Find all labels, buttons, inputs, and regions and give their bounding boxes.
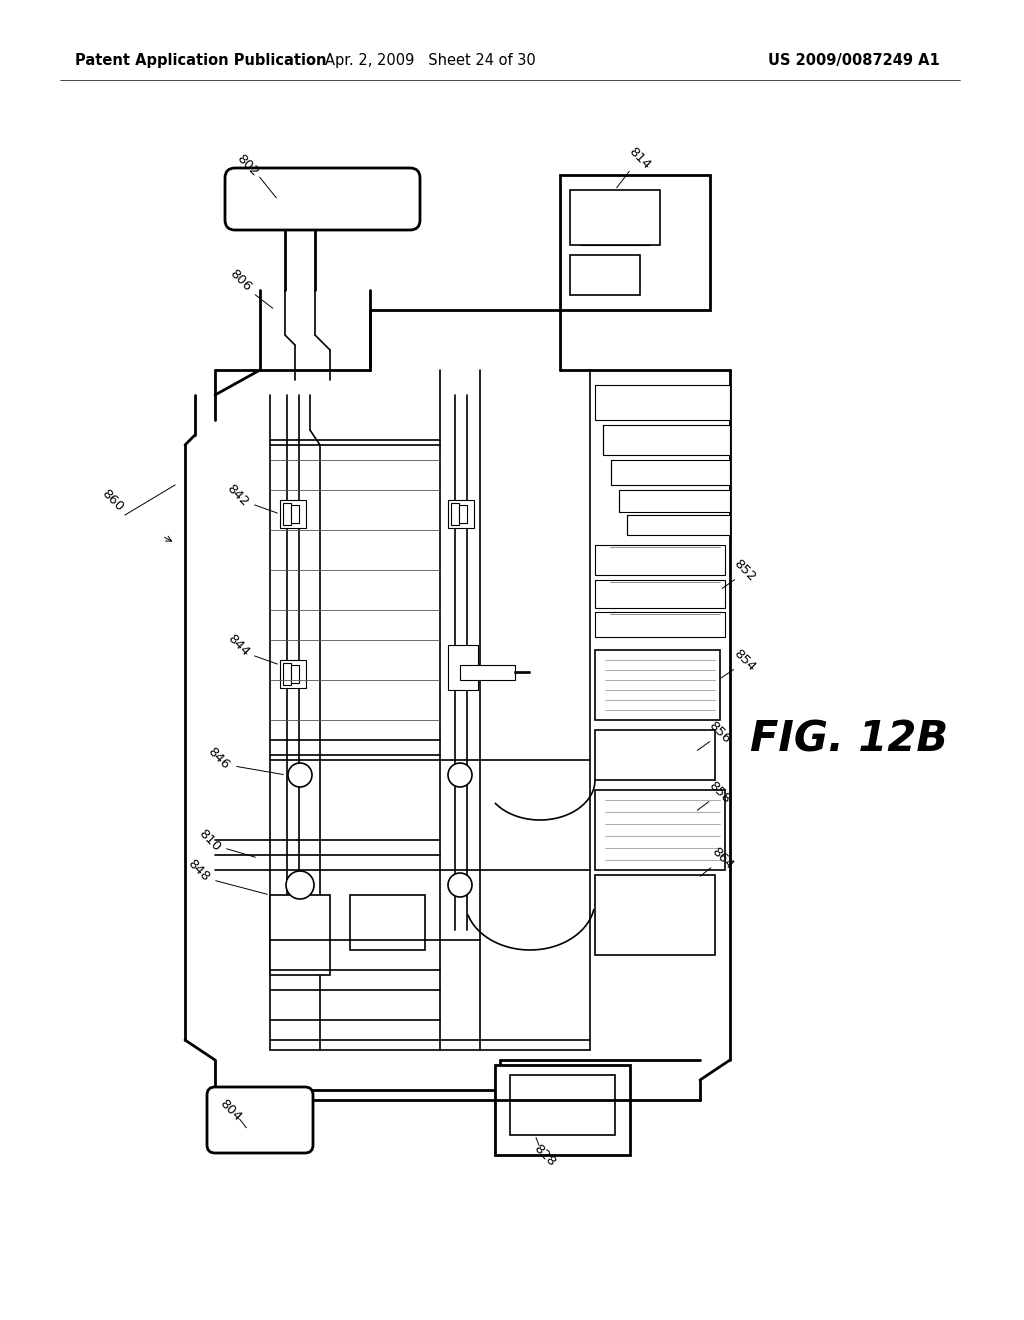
Bar [595,545,725,576]
Bar [449,500,474,528]
Bar [611,459,730,484]
Text: 858: 858 [707,779,733,805]
Text: 856: 856 [707,718,733,746]
Text: 864: 864 [709,845,735,871]
Text: 854: 854 [731,647,759,673]
Bar [595,579,725,609]
Bar [291,665,299,682]
Text: US 2009/0087249 A1: US 2009/0087249 A1 [768,53,940,67]
Bar [595,612,725,638]
Text: 810: 810 [197,826,223,854]
Bar [350,895,425,950]
Bar [495,1065,630,1155]
Bar [627,515,730,535]
Bar [449,645,478,690]
Bar [459,506,467,523]
Bar [595,875,715,954]
Text: 846: 846 [205,744,231,771]
Bar [270,895,330,975]
Bar [595,730,715,780]
Bar [595,385,730,420]
Text: 806: 806 [226,267,254,293]
Circle shape [449,763,472,787]
Text: Patent Application Publication: Patent Application Publication [75,53,327,67]
Circle shape [286,871,314,899]
Text: 814: 814 [627,144,653,172]
Bar [451,503,459,525]
Bar [280,500,306,528]
Text: 802: 802 [234,152,261,178]
Text: Apr. 2, 2009   Sheet 24 of 30: Apr. 2, 2009 Sheet 24 of 30 [325,53,536,67]
Text: 860: 860 [98,487,126,513]
Bar [603,425,730,455]
Text: 828: 828 [531,1142,558,1168]
Circle shape [288,763,312,787]
Text: 852: 852 [731,557,759,583]
Bar [283,503,291,525]
Text: 842: 842 [224,482,252,508]
Bar [510,1074,615,1135]
Bar [460,665,515,680]
Bar [595,649,720,719]
Bar [291,506,299,523]
Bar [570,255,640,294]
Text: 848: 848 [184,857,212,883]
Bar [560,176,710,310]
Text: 844: 844 [224,631,252,659]
Bar [618,490,730,512]
Text: FIG. 12B: FIG. 12B [750,719,948,762]
Bar [570,190,660,246]
Circle shape [449,873,472,898]
Text: 804: 804 [216,1097,244,1123]
Bar [283,663,291,685]
Bar [595,789,725,870]
FancyBboxPatch shape [207,1086,313,1152]
Bar [280,660,306,688]
FancyBboxPatch shape [225,168,420,230]
